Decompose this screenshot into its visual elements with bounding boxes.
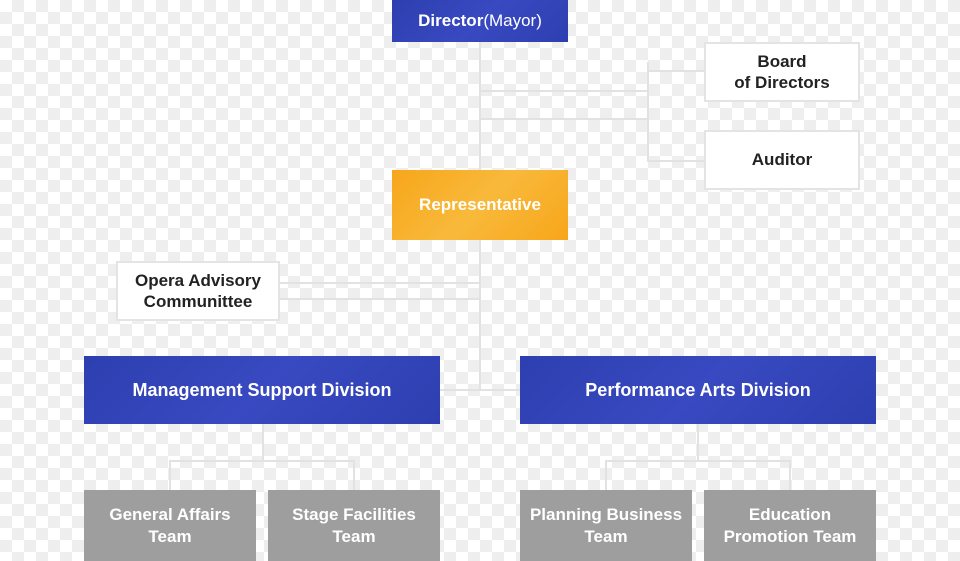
- connector: [280, 282, 479, 284]
- connector: [169, 460, 171, 490]
- node-board-of-directors: Boardof Directors: [704, 42, 860, 102]
- node-planning-business: Planning BusinessTeam: [520, 490, 692, 561]
- connector: [479, 42, 481, 170]
- connector: [697, 424, 699, 460]
- node-representative: Representative: [392, 170, 568, 240]
- connector: [647, 62, 649, 162]
- connector: [649, 160, 704, 162]
- connector: [649, 70, 704, 72]
- connector: [479, 240, 481, 389]
- node-general-affairs: General AffairsTeam: [84, 490, 256, 561]
- connector: [280, 298, 479, 300]
- node-director: Director(Mayor): [392, 0, 568, 42]
- node-stage-facilities: Stage FacilitiesTeam: [268, 490, 440, 561]
- connector: [169, 460, 355, 462]
- node-opera-advisory: Opera AdvisoryCommunittee: [116, 261, 280, 321]
- connector: [353, 460, 355, 490]
- node-perf-division: Performance Arts Division: [520, 356, 876, 424]
- node-mgmt-division: Management Support Division: [84, 356, 440, 424]
- connector: [481, 118, 647, 120]
- connector: [481, 90, 647, 92]
- node-auditor: Auditor: [704, 130, 860, 190]
- connector: [605, 460, 791, 462]
- connector: [605, 460, 607, 490]
- node-education-promo: EducationPromotion Team: [704, 490, 876, 561]
- connector: [789, 460, 791, 490]
- connector: [262, 424, 264, 460]
